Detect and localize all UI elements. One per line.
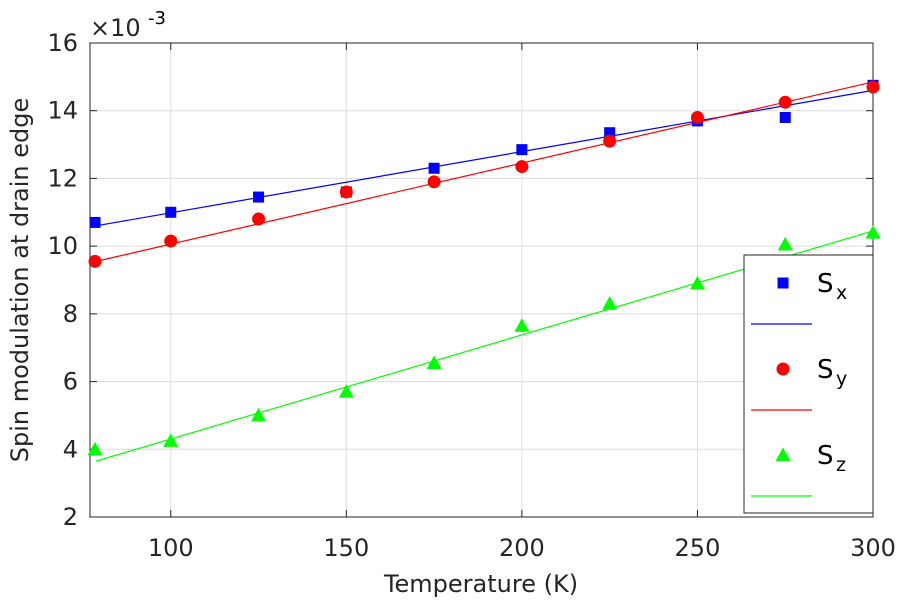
data-point-y <box>252 212 266 226</box>
legend-label-x: S <box>817 269 834 299</box>
legend-subscript-y: y <box>836 368 847 390</box>
y-axis-label: Spin modulation at drain edge <box>6 98 34 463</box>
data-point-z <box>251 407 267 422</box>
x-tick-label: 100 <box>148 534 194 562</box>
data-point-y <box>866 80 880 94</box>
data-point-x <box>253 191 265 203</box>
y-tick-label: 6 <box>63 368 78 396</box>
y-tick-label: 14 <box>47 97 78 125</box>
legend-label-y: S <box>817 355 834 385</box>
data-point-y <box>427 175 441 189</box>
data-point-y <box>164 234 178 248</box>
data-point-x <box>516 144 528 156</box>
data-point-x <box>604 127 616 139</box>
data-point-z <box>338 384 354 398</box>
y-tick-label: 10 <box>47 232 78 260</box>
data-point-y <box>778 95 792 109</box>
y-tick-label: 16 <box>47 29 78 57</box>
y-tick-label: 4 <box>63 435 78 463</box>
x-axis-label: Temperature (K) <box>383 570 578 598</box>
legend-box <box>743 254 874 514</box>
data-point-x <box>165 206 177 218</box>
legend-marker-x <box>777 277 789 289</box>
data-point-x <box>779 111 791 123</box>
x-tick-label: 200 <box>499 534 545 562</box>
data-point-x <box>89 216 101 228</box>
data-point-y <box>515 160 529 174</box>
data-markers <box>87 79 881 456</box>
exponent-label: ×10 -3 <box>90 8 166 42</box>
data-point-x <box>428 162 440 174</box>
data-point-y <box>88 254 102 268</box>
legend-marker-z <box>775 447 791 461</box>
data-point-z <box>163 433 179 447</box>
legend-subscript-z: z <box>836 454 846 476</box>
legend-label-z: S <box>817 441 834 471</box>
fit-line-y <box>95 81 874 262</box>
data-point-z <box>777 236 793 251</box>
y-tick-label: 12 <box>47 164 78 192</box>
data-point-y <box>603 134 617 148</box>
axis-ticks: 100 150 200 250 300 2 4 6 8 10 12 14 16 <box>47 29 895 562</box>
fit-line-x <box>95 89 874 227</box>
legend-marker-y <box>776 362 790 376</box>
data-point-z <box>865 225 881 239</box>
x-tick-label: 300 <box>850 534 896 562</box>
x-tick-label: 250 <box>675 534 721 562</box>
y-tick-label: 2 <box>63 503 78 531</box>
data-point-z <box>426 355 442 369</box>
data-point-y <box>339 185 353 199</box>
x-tick-label: 150 <box>323 534 369 562</box>
y-tick-label: 8 <box>63 300 78 328</box>
grid <box>90 42 874 518</box>
exponent-power: -3 <box>148 8 166 29</box>
data-point-z <box>689 275 705 290</box>
data-point-z <box>514 318 530 332</box>
data-point-z <box>602 296 618 310</box>
data-point-z <box>87 441 103 456</box>
data-point-y <box>690 110 704 124</box>
exponent-base: ×10 <box>90 14 141 42</box>
legend-subscript-x: x <box>836 282 847 304</box>
